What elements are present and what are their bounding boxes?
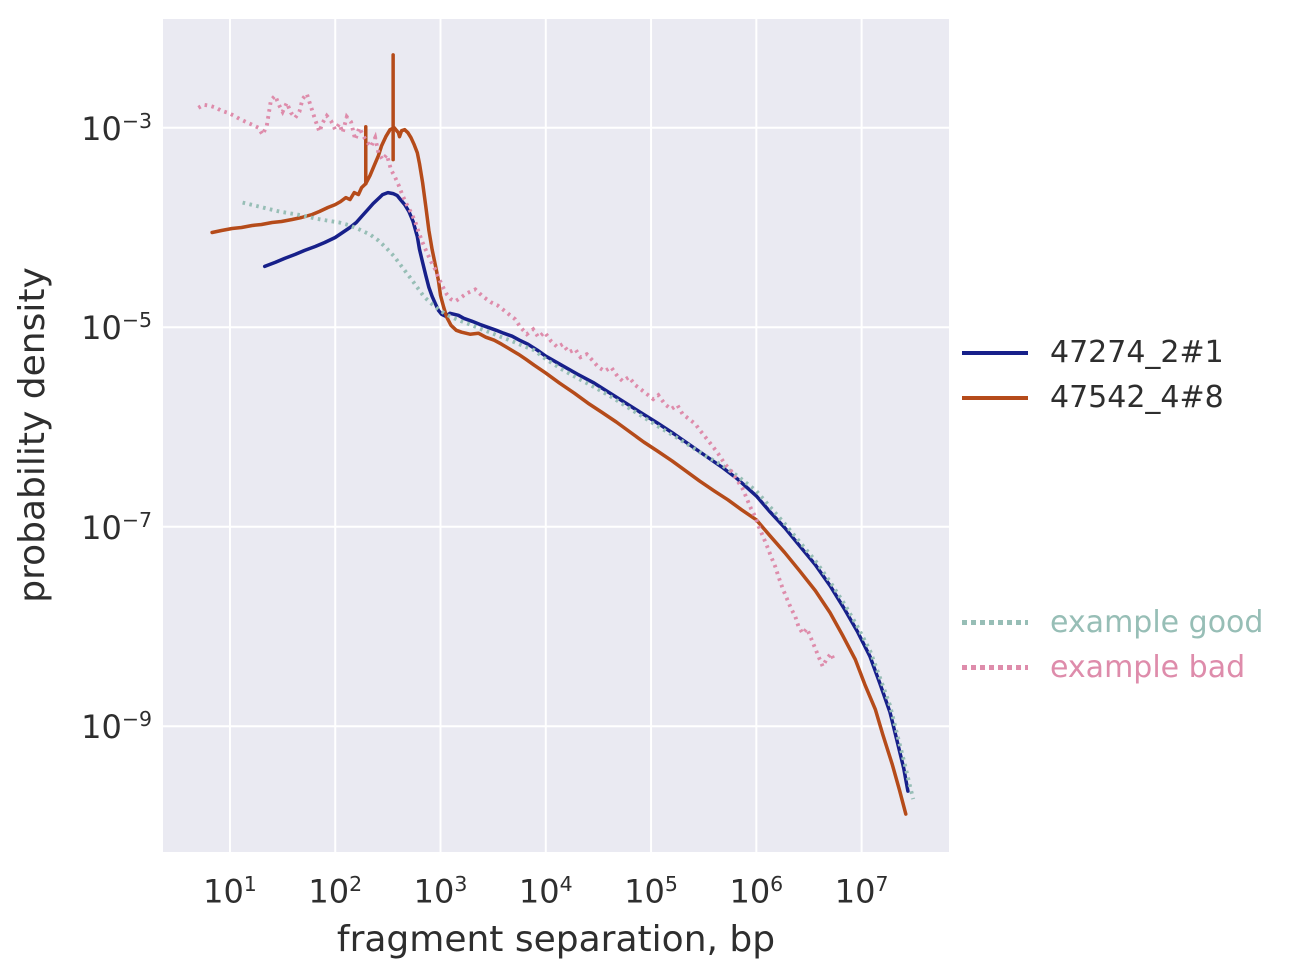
legend-examples: example good example bad	[962, 600, 1263, 690]
legend-label: example bad	[1050, 649, 1246, 685]
x-tick-label: 101	[203, 872, 257, 911]
x-tick-label: 103	[413, 872, 468, 911]
x-tick-label: 104	[518, 872, 573, 911]
legend-entry: 47542_4#8	[962, 375, 1224, 420]
series-line-example-bad	[197, 89, 835, 671]
legend-line-swatch	[962, 395, 1028, 400]
plot-panel	[163, 19, 949, 852]
series-line-example-good	[242, 200, 916, 800]
series-line-47542-4-8	[210, 125, 908, 816]
y-tick-label: 10−7	[81, 507, 152, 547]
legend-entry: 47274_2#1	[962, 330, 1224, 375]
legend-label: 47542_4#8	[1050, 379, 1224, 415]
series-line-47274-2-1	[262, 190, 910, 793]
legend-line-swatch	[962, 620, 1028, 625]
x-tick-label: 102	[308, 872, 363, 911]
x-tick-label: 107	[834, 872, 889, 911]
legend-samples: 47274_2#1 47542_4#8	[962, 330, 1224, 420]
legend-line-swatch	[962, 665, 1028, 670]
y-tick-label: 10−9	[81, 707, 152, 747]
legend-label: 47274_2#1	[1050, 334, 1224, 370]
legend-label: example good	[1050, 604, 1264, 640]
x-axis-label: fragment separation, bp	[336, 919, 776, 960]
y-tick-label: 10−3	[81, 108, 152, 148]
x-tick-label: 106	[729, 872, 784, 911]
legend-line-swatch	[962, 350, 1028, 355]
y-tick-label: 10−5	[81, 308, 152, 348]
legend-entry: example good	[962, 600, 1263, 645]
x-tick-label: 105	[624, 872, 678, 911]
legend-entry: example bad	[962, 645, 1263, 690]
